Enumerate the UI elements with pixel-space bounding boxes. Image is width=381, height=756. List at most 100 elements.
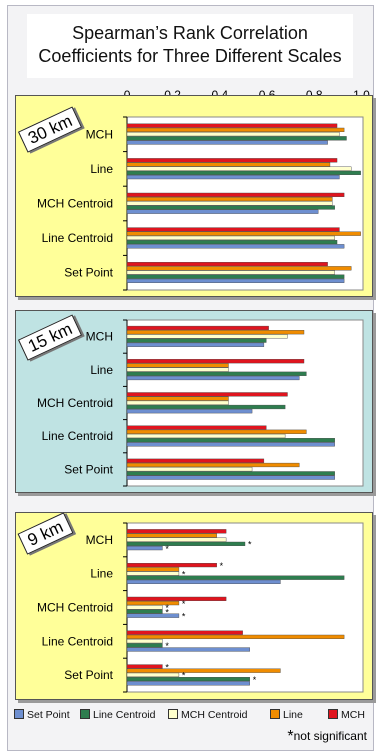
category-label: Line Centroid (42, 231, 113, 245)
bar-mch-centroid (126, 639, 163, 644)
bar-mch (126, 664, 163, 669)
bar-mch-centroid (126, 672, 180, 677)
bar-line (126, 162, 331, 167)
bar-line-centroid (126, 371, 307, 376)
category-label: MCH Centroid (37, 601, 113, 615)
bar-line (126, 396, 229, 401)
legend-label: MCH (341, 709, 365, 721)
bar-set-point (126, 409, 253, 414)
bar-mch-centroid (126, 537, 227, 542)
bar-line (126, 567, 180, 572)
bar-mch (126, 596, 227, 601)
legend-swatch (14, 709, 24, 719)
not-significant-marker: * (248, 540, 252, 550)
bar-mch-centroid (126, 467, 253, 472)
bar-mch (126, 227, 340, 232)
legend-label: Line (283, 709, 303, 721)
bar-line (126, 363, 229, 368)
bar-mch (126, 425, 267, 430)
chart-title-line-1: Spearman’s Rank Correlation (72, 23, 308, 43)
legend-swatch (328, 709, 338, 719)
chart-title-line-2: Coefficients for Three Different Scales (38, 46, 342, 66)
category-label: Set Point (64, 668, 113, 682)
footnote-text: not significant (293, 729, 367, 743)
bar-line-centroid (126, 438, 335, 443)
bar-set-point (126, 681, 250, 686)
bar-line (126, 601, 180, 606)
bar-set-point (126, 475, 335, 480)
bar-line-centroid (126, 136, 347, 141)
footnote: *not significant (287, 728, 367, 746)
bar-mch-centroid (126, 166, 352, 171)
bar-mch (126, 192, 345, 197)
bar-line-centroid (126, 404, 286, 410)
bar-set-point (126, 278, 345, 283)
bar-mch (126, 529, 227, 534)
bar-line (126, 330, 305, 335)
not-significant-marker: * (182, 671, 186, 681)
bar-mch-centroid (126, 571, 180, 576)
bar-line (126, 462, 300, 468)
category-label: MCH Centroid (37, 396, 113, 410)
legend-item-line-centroid: Line Centroid (80, 709, 155, 721)
bar-line-centroid (126, 575, 345, 580)
not-significant-marker: * (165, 544, 169, 554)
bar-line-centroid (126, 541, 246, 546)
legend-label: MCH Centroid (181, 709, 248, 721)
bar-mch (126, 123, 338, 128)
bar-line-centroid (126, 274, 345, 279)
not-significant-marker: * (165, 641, 169, 651)
category-label: Line Centroid (42, 634, 113, 648)
chart-title: Spearman’s Rank Correlation Coefficients… (27, 14, 353, 78)
legend-swatch (80, 709, 90, 719)
bar-set-point (126, 174, 340, 180)
bar-mch (126, 630, 243, 635)
bar-set-point (126, 613, 180, 618)
bar-line-centroid (126, 205, 335, 210)
bar-line (126, 127, 345, 132)
bar-line-centroid (126, 609, 163, 614)
bar-line-centroid (126, 643, 163, 648)
legend: Set Point Line Centroid MCH Centroid Lin… (14, 709, 376, 723)
plot-area (126, 522, 364, 693)
bar-set-point (126, 342, 265, 347)
bar-line (126, 533, 217, 538)
not-significant-marker: * (220, 561, 224, 571)
bar-set-point (126, 244, 345, 249)
legend-swatch (270, 709, 280, 719)
bar-set-point (126, 579, 281, 584)
legend-item-line: Line (270, 709, 303, 721)
category-label: Line (90, 567, 113, 581)
bar-mch (126, 325, 269, 331)
not-significant-marker: * (165, 662, 169, 672)
bar-mch-centroid (126, 334, 288, 339)
category-label: Set Point (64, 462, 113, 476)
not-significant-marker: * (182, 569, 186, 579)
bar-mch (126, 563, 217, 568)
bar-set-point (126, 647, 250, 652)
bar-line (126, 668, 281, 673)
bar-mch-centroid (126, 400, 229, 405)
bar-mch-centroid (126, 605, 163, 610)
legend-item-mch: MCH (328, 709, 365, 721)
bar-set-point (126, 209, 319, 214)
bar-mch (126, 458, 265, 463)
bar-mch-centroid (126, 433, 286, 439)
bar-set-point (126, 140, 328, 145)
category-label: MCH (86, 127, 113, 141)
bar-line-centroid (126, 338, 267, 343)
not-significant-marker: * (182, 612, 186, 622)
bar-line (126, 266, 352, 271)
bar-set-point (126, 546, 163, 551)
bar-line-centroid (126, 170, 361, 175)
category-label: Line (90, 162, 113, 176)
category-label: MCH (86, 330, 113, 344)
legend-label: Set Point (27, 709, 70, 721)
bar-mch (126, 262, 328, 267)
not-significant-marker: * (253, 675, 257, 685)
bar-line (126, 429, 307, 434)
category-label: Line (90, 363, 113, 377)
bar-mch (126, 392, 288, 397)
bar-line-centroid (126, 471, 335, 476)
